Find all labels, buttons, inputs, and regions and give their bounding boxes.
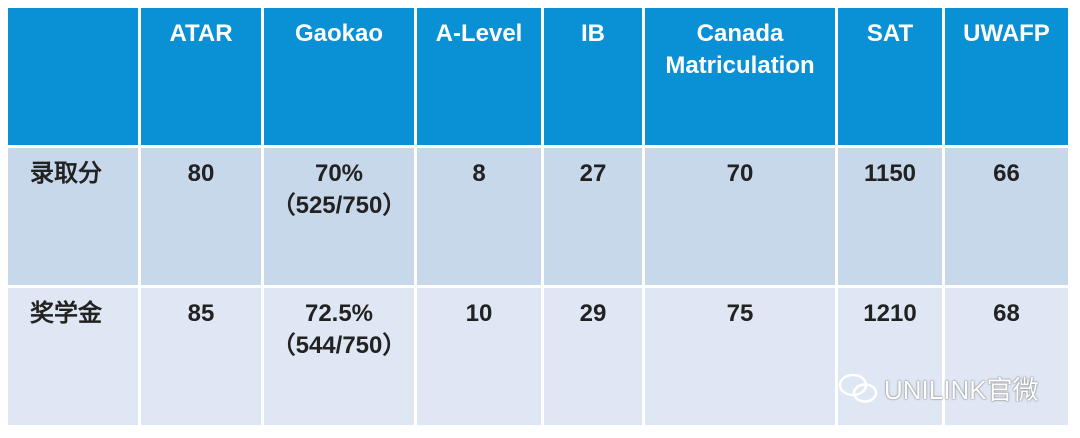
header-cell: IB — [544, 8, 642, 145]
table-cell: 1210 — [838, 288, 942, 425]
table-cell: 1150 — [838, 148, 942, 285]
cell-text: （544/750） — [271, 332, 407, 359]
table-cell: 27 — [544, 148, 642, 285]
wechat-icon — [838, 373, 878, 403]
table-cell: 68 — [945, 288, 1068, 425]
table-cell: 80 — [141, 148, 261, 285]
table-cell: 29 — [544, 288, 642, 425]
score-table: ATAR Gaokao A-Level IB Canada Matriculation S… — [8, 8, 1068, 425]
watermark-text: UNILINK官微 — [884, 375, 1039, 405]
header-cell: SAT — [838, 8, 942, 145]
row-label: 录取分 — [8, 148, 138, 285]
header-cell: Gaokao — [264, 8, 414, 145]
table-cell: 75 — [645, 288, 835, 425]
header-cell: ATAR — [141, 8, 261, 145]
table-cell: 70 — [645, 148, 835, 285]
table-cell: 70% （525/750） — [264, 148, 414, 285]
table-cell: 66 — [945, 148, 1068, 285]
table-cell: 8 — [417, 148, 541, 285]
cell-text: （525/750） — [271, 192, 407, 219]
corner-cell — [8, 8, 138, 145]
cell-text: 70% — [314, 160, 364, 187]
table-cell: 10 — [417, 288, 541, 425]
table-cell: 72.5% （544/750） — [264, 288, 414, 425]
header-cell: Canada Matriculation — [645, 8, 835, 145]
cell-text: 72.5% — [304, 300, 374, 327]
header-cell: UWAFP — [945, 8, 1068, 145]
table-cell: 85 — [141, 288, 261, 425]
watermark: UNILINK官微 — [838, 370, 1039, 407]
row-label: 奖学金 — [8, 288, 138, 425]
header-cell: A-Level — [417, 8, 541, 145]
